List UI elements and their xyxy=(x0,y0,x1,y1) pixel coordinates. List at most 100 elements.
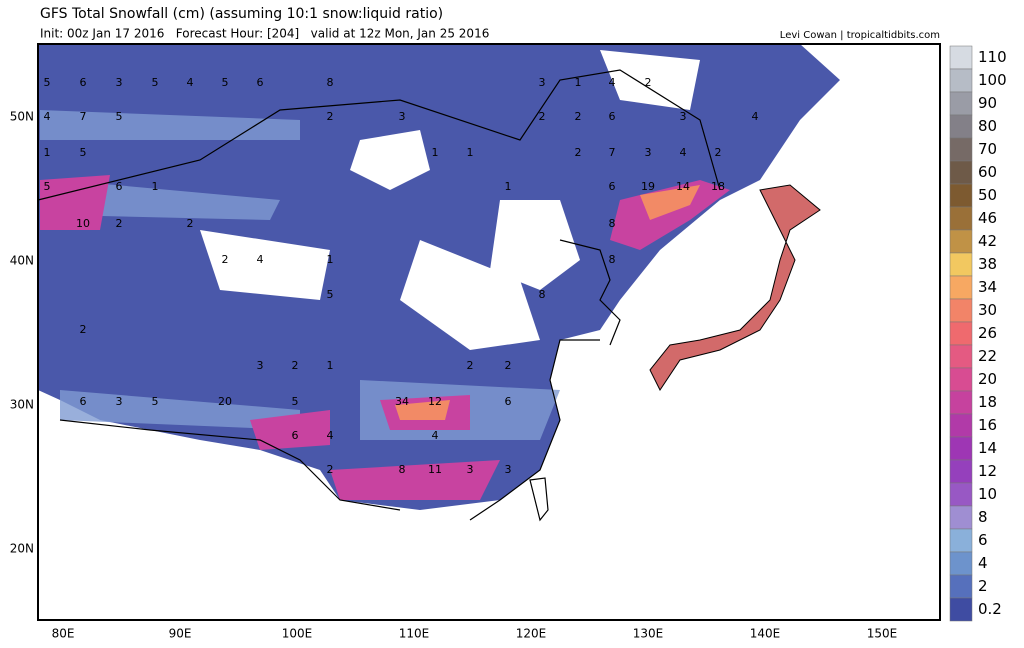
lat-label: 40N xyxy=(10,254,34,268)
map-label: 2 xyxy=(222,253,229,266)
map-label: 2 xyxy=(645,76,652,89)
map-label: 6 xyxy=(257,76,264,89)
lon-label: 90E xyxy=(169,627,192,641)
map-label: 7 xyxy=(80,110,87,123)
map-label: 2 xyxy=(575,110,582,123)
colorbar-label: 70 xyxy=(978,140,997,158)
colorbar-label: 16 xyxy=(978,416,997,434)
colorbar-label: 14 xyxy=(978,439,997,457)
colorbar-swatch xyxy=(949,459,973,484)
map-label: 5 xyxy=(222,76,229,89)
map-label: 4 xyxy=(680,146,687,159)
map-label: 8 xyxy=(539,288,546,301)
colorbar-swatch xyxy=(949,505,973,530)
colorbar-label: 22 xyxy=(978,347,997,365)
colorbar-label: 26 xyxy=(978,324,997,342)
map-label: 12 xyxy=(428,395,442,408)
map-label: 6 xyxy=(505,395,512,408)
colorbar-label: 10 xyxy=(978,485,997,503)
map-label: 5 xyxy=(44,180,51,193)
light-snow-band xyxy=(40,110,560,440)
colorbar-swatch xyxy=(949,206,973,231)
map-label: 2 xyxy=(539,110,546,123)
map-label: 5 xyxy=(327,288,334,301)
lon-label: 80E xyxy=(52,627,75,641)
map-label: 19 xyxy=(641,180,655,193)
colorbar-label: 12 xyxy=(978,462,997,480)
colorbar-swatch xyxy=(949,45,973,70)
colorbar-label: 8 xyxy=(978,508,988,526)
map-label: 8 xyxy=(327,76,334,89)
map-label: 3 xyxy=(505,463,512,476)
colorbar-label: 46 xyxy=(978,209,997,227)
map-frame xyxy=(37,43,941,621)
map-label: 3 xyxy=(467,463,474,476)
map-label: 2 xyxy=(116,217,123,230)
map-label: 2 xyxy=(292,359,299,372)
map-label: 3 xyxy=(257,359,264,372)
very-heavy-snow-area xyxy=(395,185,700,420)
map-label: 2 xyxy=(327,110,334,123)
map-label: 2 xyxy=(327,463,334,476)
colorbar-swatch xyxy=(949,252,973,277)
colorbar-swatch xyxy=(949,183,973,208)
map xyxy=(37,43,941,621)
japan xyxy=(649,184,821,391)
colorbar-swatch xyxy=(949,137,973,162)
map-label: 18 xyxy=(711,180,725,193)
map-label: 6 xyxy=(609,110,616,123)
colorbar-label: 80 xyxy=(978,117,997,135)
coastline xyxy=(469,239,621,522)
map-label: 4 xyxy=(257,253,264,266)
map-label: 2 xyxy=(467,359,474,372)
colorbar-swatch xyxy=(949,482,973,507)
map-label: 10 xyxy=(76,217,90,230)
map-label: 5 xyxy=(44,76,51,89)
map-label: 6 xyxy=(80,76,87,89)
colorbar-swatch xyxy=(949,114,973,139)
map-label: 2 xyxy=(715,146,722,159)
colorbar-label: 90 xyxy=(978,94,997,112)
credit: Levi Cowan | tropicaltidbits.com xyxy=(780,30,940,41)
map-label: 4 xyxy=(327,429,334,442)
map-label: 7 xyxy=(609,146,616,159)
map-label: 1 xyxy=(467,146,474,159)
map-label: 8 xyxy=(609,253,616,266)
map-label: 3 xyxy=(539,76,546,89)
map-label: 5 xyxy=(292,395,299,408)
colorbar-label: 6 xyxy=(978,531,988,549)
map-label: 34 xyxy=(395,395,409,408)
lon-label: 110E xyxy=(399,627,430,641)
map-label: 4 xyxy=(187,76,194,89)
map-label: 1 xyxy=(575,76,582,89)
lon-label: 150E xyxy=(867,627,898,641)
colorbar-swatch xyxy=(949,321,973,346)
colorbar-label: 2 xyxy=(978,577,988,595)
map-label: 3 xyxy=(116,76,123,89)
map-label: 8 xyxy=(609,217,616,230)
map-label: 3 xyxy=(645,146,652,159)
map-label: 2 xyxy=(80,323,87,336)
map-label: 5 xyxy=(80,146,87,159)
map-label: 1 xyxy=(152,180,159,193)
colorbar-swatch xyxy=(949,68,973,93)
lon-label: 100E xyxy=(282,627,313,641)
colorbar-label: 30 xyxy=(978,301,997,319)
colorbar-swatch xyxy=(949,436,973,461)
map-label: 1 xyxy=(44,146,51,159)
colorbar-label: 38 xyxy=(978,255,997,273)
map-label: 1 xyxy=(327,359,334,372)
lon-label: 130E xyxy=(633,627,664,641)
lat-label: 50N xyxy=(10,110,34,124)
colorbar-label: 4 xyxy=(978,554,988,572)
colorbar-swatch xyxy=(949,298,973,323)
snow-free-area xyxy=(200,50,700,350)
colorbar-swatch xyxy=(949,574,973,599)
map-label: 5 xyxy=(116,110,123,123)
map-label: 3 xyxy=(116,395,123,408)
map-label: 5 xyxy=(152,395,159,408)
colorbar-label: 50 xyxy=(978,186,997,204)
map-label: 5 xyxy=(152,76,159,89)
map-label: 6 xyxy=(609,180,616,193)
